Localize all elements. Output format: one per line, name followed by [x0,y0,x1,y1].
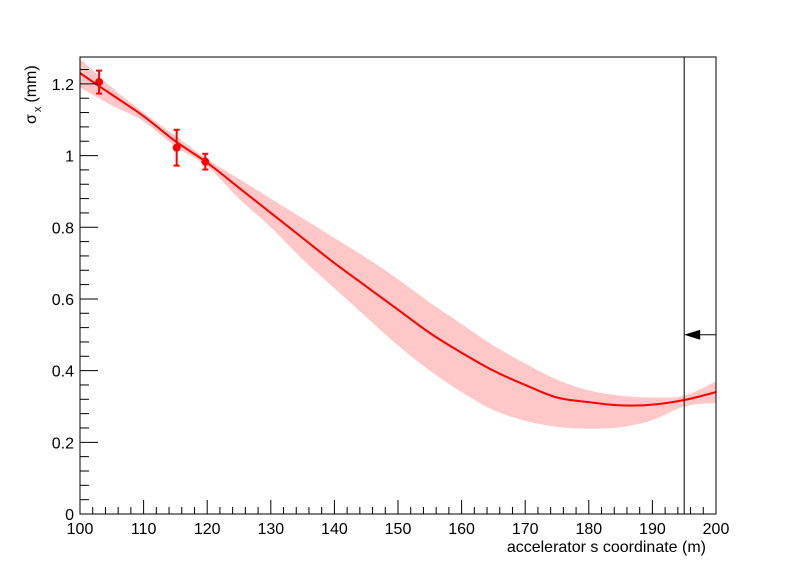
x-axis: 100 110 120 130 140 150 160 170 180 190 200 [67,500,730,538]
y-tick-label: 0.8 [52,220,74,237]
y-tick-label: 1 [65,149,74,166]
arrow-head [684,329,701,340]
x-tick-label: 110 [131,521,157,538]
y-axis-subscript: x [32,106,44,112]
x-tick-label: 170 [512,521,539,538]
x-tick-label: 140 [321,521,348,538]
y-axis: 0 0.2 0.4 0.6 0.8 1 1.2 [52,69,98,524]
data-marker [95,78,104,87]
annotation-layer [683,57,716,514]
fit-curve-layer [80,72,716,407]
x-tick-label: 200 [703,521,730,538]
data-point-3 [201,152,210,171]
x-tick-label: 120 [194,521,221,538]
x-tick-label: 150 [385,521,412,538]
x-tick-label: 130 [257,521,284,538]
data-point-2 [172,128,181,167]
data-marker [172,143,181,152]
data-marker [201,157,210,166]
y-tick-label: 0 [65,507,74,524]
x-tick-label: 190 [639,521,666,538]
x-tick-label: 100 [67,521,94,538]
y-axis-title: σx (mm) [23,65,44,124]
y-tick-label: 1.2 [52,77,74,94]
x-tick-label: 160 [448,521,475,538]
y-axis-symbol: σ [23,114,40,124]
y-tick-label: 0.2 [52,435,74,452]
y-axis-unit: (mm) [23,65,40,102]
x-axis-title: accelerator s coordinate (m) [507,539,706,556]
x-tick-label: 180 [575,521,602,538]
fit-curve [80,72,716,407]
y-tick-label: 0.6 [52,292,74,309]
y-tick-label: 0.4 [52,364,74,381]
